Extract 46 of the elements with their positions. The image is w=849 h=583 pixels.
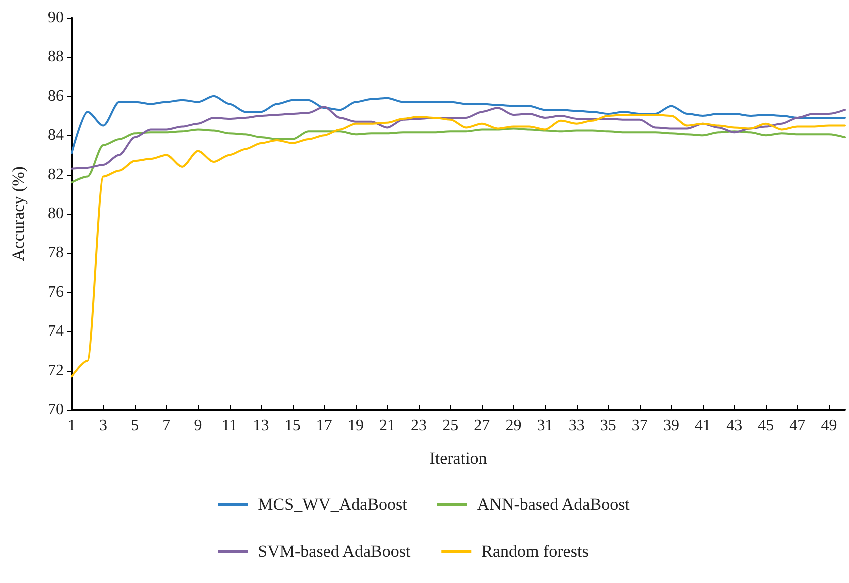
x-tick-label: 33 [568,418,585,434]
x-tick-label: 21 [380,418,396,434]
y-tick-label: 80 [48,206,64,222]
x-tick-label: 49 [821,418,838,434]
legend-label: ANN-based AdaBoost [477,495,630,514]
x-tick-label: 39 [663,418,680,434]
y-tick-label: 78 [48,244,64,262]
x-tick-label: 5 [131,418,140,434]
y-tick-label: 72 [48,362,64,380]
y-tick-label: 84 [48,127,64,144]
x-tick-label: 29 [506,418,522,434]
y-tick-label: 86 [48,88,64,105]
y-tick-label: 74 [48,323,64,340]
x-tick-label: 35 [600,418,616,434]
x-tick-label: 13 [253,418,270,434]
legend-label: SVM-based AdaBoost [258,542,411,561]
x-tick-label: 7 [162,418,171,434]
x-tick-label: 15 [284,418,301,434]
x-tick-label: 45 [758,418,774,434]
line-series [71,114,846,378]
y-tick-label: 82 [48,166,64,184]
y-tick-label: 88 [48,48,64,66]
x-tick-label: 9 [194,418,202,434]
x-tick-label: 43 [726,418,743,434]
line-series [71,106,846,170]
legend-label: MCS_WV_AdaBoost [258,495,408,514]
x-tick-label: 47 [790,418,806,434]
x-tick-label: 3 [100,418,108,434]
x-tick-label: 1 [68,418,76,434]
x-tick-label: 31 [537,418,554,434]
y-axis-title: Accuracy (%) [9,166,28,262]
x-tick-label: 27 [474,418,490,434]
y-tick-label: 70 [48,402,64,418]
x-tick-label: 23 [411,418,428,434]
line-series [71,95,846,154]
y-tick-label: 76 [48,284,64,301]
x-tick-label: 25 [442,418,459,434]
line-series [71,128,846,184]
x-tick-label: 37 [632,418,648,434]
x-tick-label: 19 [348,418,364,434]
x-tick-label: 41 [695,418,712,434]
y-tick-label: 90 [48,10,64,26]
x-tick-label: 17 [316,418,332,434]
x-tick-label: 11 [222,418,238,434]
x-axis-title: Iteration [430,449,488,468]
legend-label: Random forests [482,542,589,561]
